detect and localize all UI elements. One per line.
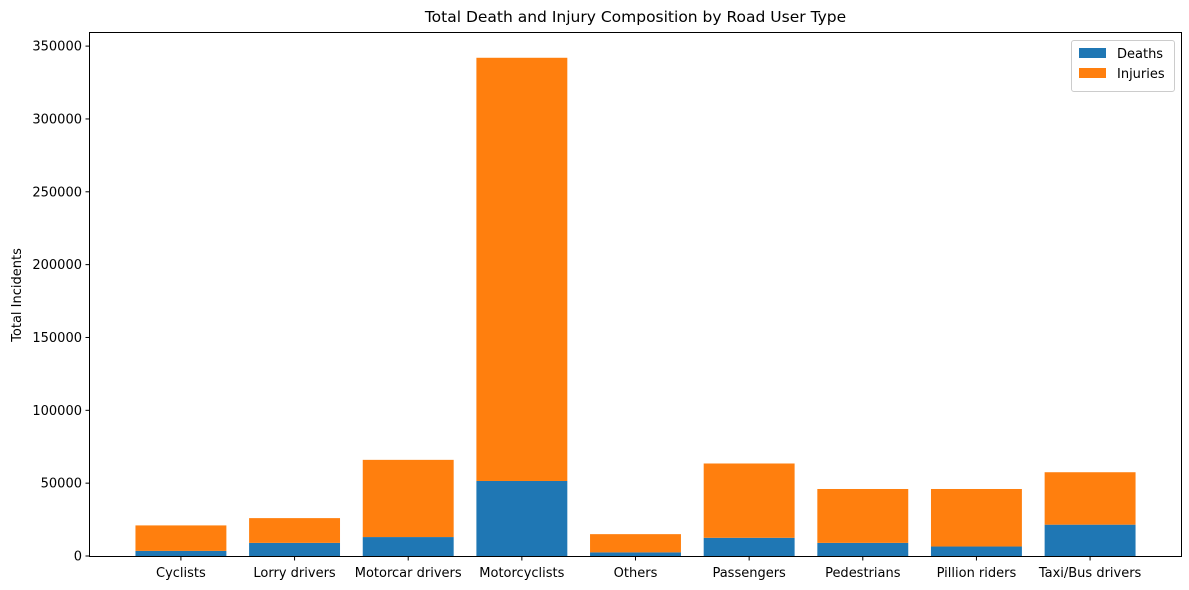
bar-deaths-pedestrians [817, 542, 909, 556]
bar-injuries-lorry-drivers [249, 518, 341, 543]
bar-injuries-taxi-bus-drivers [1044, 472, 1136, 525]
y-tick-label: 350000 [32, 40, 82, 55]
legend-swatch-injuries [1079, 68, 1106, 78]
plot-frame [89, 32, 1182, 557]
x-tick-label: Pedestrians [825, 566, 901, 581]
legend-label-deaths: Deaths [1117, 47, 1163, 62]
y-axis-ticks: 0 50000 100000 150000 200000 250000 300000 3500… [32, 40, 90, 565]
y-tick-label: 100000 [32, 404, 82, 419]
x-tick-label: Passengers [712, 566, 786, 581]
y-tick-label: 150000 [32, 331, 82, 346]
x-tick-label: Cyclists [156, 566, 206, 581]
bar-injuries-others [590, 534, 681, 553]
x-tick-label: Pillion riders [937, 566, 1017, 581]
legend-label-injuries: Injuries [1117, 67, 1165, 82]
y-tick-label: 50000 [41, 477, 82, 492]
bar-deaths-pillion-riders [930, 546, 1022, 556]
chart-title: Total Death and Injury Composition by Ro… [424, 8, 846, 26]
bar-deaths-motorcyclists [476, 480, 568, 556]
legend-swatch-deaths [1079, 48, 1106, 58]
bar-deaths-lorry-drivers [249, 542, 341, 556]
bar-injuries-pedestrians [817, 488, 909, 543]
bars-group [135, 57, 1136, 556]
y-tick-label: 300000 [32, 112, 82, 127]
y-tick-label: 0 [74, 550, 82, 565]
bar-deaths-passengers [703, 537, 795, 556]
y-axis-label: Total Incidents [10, 248, 25, 343]
bar-injuries-motorcyclists [476, 57, 568, 481]
y-tick-label: 250000 [32, 185, 82, 200]
x-axis-ticks: Cyclists Lorry drivers Motorcar drivers Mot… [156, 556, 1142, 581]
bar-injuries-pillion-riders [930, 488, 1022, 547]
bar-injuries-motorcar-drivers [362, 459, 454, 538]
legend: Deaths Injuries [1071, 40, 1175, 92]
x-tick-label: Others [614, 566, 658, 581]
bar-injuries-passengers [703, 463, 795, 538]
x-tick-label: Lorry drivers [253, 566, 335, 581]
bar-deaths-others [590, 552, 681, 556]
bar-deaths-motorcar-drivers [362, 537, 454, 556]
y-tick-label: 200000 [32, 258, 82, 273]
x-tick-label: Motorcyclists [479, 566, 564, 581]
bar-deaths-cyclists [135, 550, 227, 556]
x-tick-label: Taxi/Bus drivers [1038, 566, 1142, 581]
bar-deaths-taxi-bus-drivers [1044, 524, 1136, 556]
x-tick-label: Motorcar drivers [355, 566, 462, 581]
bar-injuries-cyclists [135, 525, 227, 551]
